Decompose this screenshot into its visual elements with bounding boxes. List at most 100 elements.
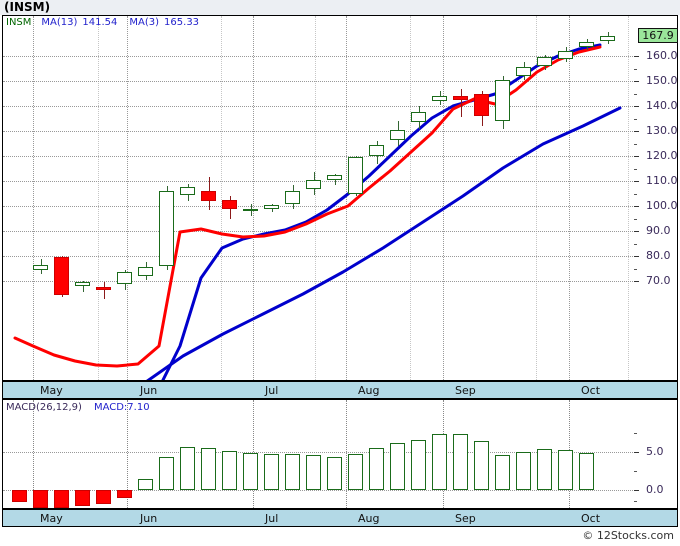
macd-bar <box>327 456 342 490</box>
y-tick <box>634 231 639 232</box>
candle-body <box>201 191 216 201</box>
macd-bar <box>75 490 90 506</box>
y-tick <box>634 81 639 82</box>
macd-bar <box>264 453 279 490</box>
macd-bar <box>495 455 510 490</box>
macd-gridline-h <box>3 452 633 453</box>
date-label-bottom: Sep <box>455 512 476 525</box>
macd-bar <box>306 455 321 490</box>
macd-bar <box>432 433 447 490</box>
candle-body <box>537 57 552 67</box>
date-label-top: Jul <box>265 384 279 397</box>
candle-wick <box>82 281 84 293</box>
y-tick-minor <box>634 68 637 70</box>
macd-bar <box>33 490 48 508</box>
date-label-bottom: Jul <box>265 512 279 525</box>
legend-ma13-label: MA(13) <box>41 17 78 28</box>
candle-body <box>306 179 321 189</box>
candle-body <box>285 191 300 204</box>
y-tick-minor <box>634 193 637 195</box>
y-axis-label: 80.0 <box>646 249 671 262</box>
macd-bar <box>474 441 489 490</box>
y-tick <box>634 281 639 282</box>
candle-body <box>369 144 384 157</box>
y-tick <box>634 106 639 107</box>
date-axis-price: May Jun Jul Aug Sep Oct <box>2 381 678 399</box>
macd-bar <box>12 490 27 503</box>
price-legend: INSM MA(13) 141.54 MA(3) 165.33 <box>6 17 211 28</box>
date-label-top: Oct <box>581 384 601 397</box>
candle-body <box>243 208 258 211</box>
macd-bar <box>54 490 69 508</box>
macd-plot-area <box>3 400 633 508</box>
candle-body <box>222 199 237 209</box>
gridline-v-minor <box>221 16 222 380</box>
candle-body <box>516 67 531 77</box>
date-label-bottom: Oct <box>581 512 601 525</box>
price-y-axis: 167.9 160.0 150.0 140.0 130.0 120.0 110.0 100.… <box>634 16 678 380</box>
y-axis-label: 90.0 <box>646 224 671 237</box>
candle-body <box>495 79 510 122</box>
y-axis-label: 70.0 <box>646 274 671 287</box>
macd-bar <box>453 433 468 490</box>
y-axis-label: 100.0 <box>646 199 678 212</box>
candle-body <box>474 93 489 116</box>
gridline-v <box>127 16 128 380</box>
macd-bar <box>516 452 531 490</box>
macd-bar <box>348 454 363 490</box>
gridline-v <box>346 16 347 380</box>
y-tick <box>634 156 639 157</box>
macd-legend: MACD(26,12,9) MACD:7.10 <box>6 402 150 413</box>
macd-label: MACD(26,12,9) <box>6 402 82 413</box>
title-bar: (INSM) <box>0 0 680 15</box>
macd-bar <box>180 447 195 490</box>
candle-body <box>411 112 426 123</box>
date-label-bottom: Aug <box>358 512 380 525</box>
y-tick-minor <box>634 143 637 145</box>
y-axis-label: 140.0 <box>646 99 678 112</box>
y-tick <box>634 206 639 207</box>
y-axis-label: 150.0 <box>646 74 678 87</box>
candle-body <box>33 264 48 270</box>
y-tick-minor <box>634 118 637 120</box>
y-axis-label: 110.0 <box>646 174 678 187</box>
candle-body <box>54 257 69 295</box>
macd-gridline-v <box>127 400 128 508</box>
macd-value: MACD:7.10 <box>93 402 150 413</box>
macd-bar <box>159 457 174 490</box>
y-tick-minor <box>634 268 637 270</box>
macd-y-axis: 5.0 0.0 <box>634 400 678 508</box>
candle-wick <box>460 88 462 118</box>
candle-body <box>117 272 132 284</box>
y-tick <box>634 181 639 182</box>
macd-bar <box>579 452 594 490</box>
date-label-top: Aug <box>358 384 380 397</box>
date-label-bottom: May <box>40 512 63 525</box>
gridline-v <box>33 16 34 380</box>
macd-bar <box>369 448 384 490</box>
macd-y-tick-minor <box>634 471 637 472</box>
candle-wick <box>103 282 105 299</box>
macd-gridline-v <box>346 400 347 508</box>
candle-body <box>558 51 573 59</box>
y-tick <box>634 256 639 257</box>
macd-bar <box>558 449 573 490</box>
candle-body <box>96 287 111 290</box>
candle-body <box>390 129 405 140</box>
candle-body <box>432 96 447 101</box>
gridline-v-minor <box>536 16 537 380</box>
legend-symbol: INSM <box>6 17 32 28</box>
date-label-top: Sep <box>455 384 476 397</box>
last-price-badge: 167.9 <box>638 28 678 44</box>
y-tick-minor <box>634 168 637 170</box>
macd-bar <box>537 449 552 490</box>
macd-bar <box>138 479 153 490</box>
y-tick-minor <box>634 243 637 245</box>
candle-body <box>138 267 153 277</box>
date-label-bottom: Jun <box>140 512 158 525</box>
macd-gridline-v <box>33 400 34 508</box>
legend-ma13-value: 141.54 <box>82 17 118 28</box>
macd-y-tick <box>634 490 639 491</box>
gridline-v <box>253 16 254 380</box>
